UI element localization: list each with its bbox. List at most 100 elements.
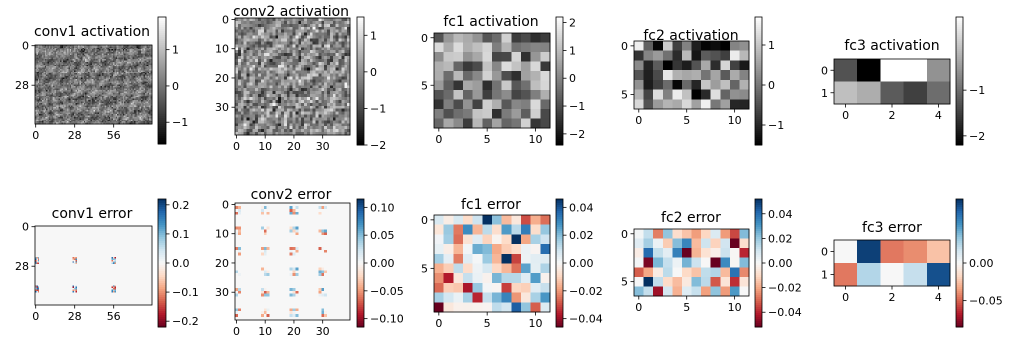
- heatmap-cell: [139, 45, 142, 47]
- heatmap-cell: [99, 45, 101, 47]
- heatmap-cell: [65, 63, 68, 66]
- heatmap-cell: [80, 50, 83, 53]
- heatmap-cell: [82, 87, 85, 90]
- heatmap-cell: [69, 74, 72, 77]
- heatmap-cell: [129, 46, 132, 49]
- heatmap-cell: [143, 49, 146, 52]
- heatmap-cell: [50, 90, 53, 92]
- heatmap-cell: [79, 56, 82, 59]
- heatmap-cell: [47, 54, 50, 57]
- heatmap-cell: [50, 52, 53, 54]
- heatmap-cell: [37, 60, 40, 63]
- heatmap-cell: [78, 60, 80, 63]
- heatmap-cell: [140, 50, 143, 53]
- heatmap-cell: [139, 85, 142, 88]
- heatmap-cell: [46, 64, 48, 67]
- heatmap-cell: [57, 81, 60, 84]
- heatmap-cell: [92, 49, 94, 52]
- heatmap-cell: [142, 68, 145, 71]
- heatmap-cell: [89, 53, 92, 56]
- heatmap-cell: [138, 90, 140, 92]
- heatmap-cell: [71, 53, 73, 56]
- heatmap-cell: [41, 70, 44, 73]
- heatmap-cell: [79, 71, 82, 74]
- heatmap-cell: [80, 77, 83, 80]
- heatmap-cell: [68, 80, 71, 83]
- heatmap-cell: [48, 77, 51, 80]
- heatmap-cell: [55, 47, 58, 50]
- heatmap-cell: [64, 73, 67, 76]
- heatmap-cell: [306, 23, 311, 28]
- heatmap-cell: [51, 61, 54, 64]
- heatmap-cell: [114, 97, 117, 100]
- heatmap-cell: [138, 67, 140, 70]
- heatmap-cell: [113, 83, 115, 85]
- heatmap-cell: [92, 91, 94, 94]
- heatmap-cell: [96, 92, 99, 95]
- heatmap-cell: [149, 94, 151, 97]
- heatmap-cell: [150, 59, 153, 61]
- heatmap-cell: [122, 94, 125, 97]
- heatmap-cell: [53, 92, 55, 95]
- heatmap-cell: [48, 67, 51, 70]
- heatmap-cell: [101, 54, 104, 57]
- heatmap-cell: [89, 95, 92, 98]
- heatmap-cell: [129, 70, 132, 73]
- heatmap-cell: [125, 53, 128, 56]
- heatmap-cell: [106, 84, 108, 87]
- heatmap-cell: [140, 49, 143, 52]
- heatmap-cell: [65, 92, 68, 95]
- heatmap-cell: [147, 49, 150, 52]
- heatmap-cell: [87, 92, 90, 95]
- heatmap-cell: [115, 95, 118, 98]
- heatmap-cell: [99, 49, 101, 52]
- heatmap-cell: [138, 73, 140, 76]
- heatmap-cell: [136, 71, 139, 74]
- heatmap-cell: [61, 87, 64, 90]
- heatmap-cell: [99, 88, 101, 91]
- heatmap-cell: [142, 85, 145, 88]
- heatmap-cell: [37, 84, 40, 87]
- heatmap-cell: [121, 90, 124, 92]
- heatmap-cell: [143, 92, 146, 95]
- heatmap-cell: [55, 61, 58, 64]
- heatmap-cell: [129, 73, 132, 76]
- heatmap-cell: [125, 78, 128, 81]
- heatmap-cell: [131, 78, 133, 81]
- heatmap-cell: [67, 94, 69, 97]
- heatmap-cell: [111, 53, 114, 56]
- heatmap-cell: [69, 57, 72, 60]
- heatmap-cell: [46, 52, 48, 54]
- heatmap-cell: [75, 61, 78, 64]
- heatmap-cell: [150, 92, 153, 95]
- heatmap-cell: [96, 97, 99, 100]
- heatmap-cell: [36, 81, 39, 84]
- heatmap-cell: [47, 63, 50, 66]
- heatmap-cell: [295, 20, 299, 25]
- heatmap-cell: [133, 73, 136, 76]
- heatmap-cell: [286, 20, 291, 25]
- heatmap-cell: [149, 87, 151, 90]
- heatmap-cell: [126, 76, 129, 78]
- heatmap-cell: [65, 77, 68, 80]
- heatmap-cell: [43, 64, 46, 67]
- heatmap-cell: [327, 20, 331, 25]
- heatmap-cell: [64, 63, 67, 66]
- heatmap-cell: [101, 80, 104, 83]
- heatmap-cell: [97, 47, 100, 50]
- heatmap-cell: [71, 74, 73, 77]
- heatmap-cell: [304, 20, 308, 25]
- heatmap-cell: [140, 73, 143, 76]
- heatmap-cell: [46, 97, 48, 100]
- heatmap-cell: [106, 90, 108, 92]
- heatmap-cell: [43, 57, 46, 60]
- heatmap-cell: [108, 80, 111, 83]
- heatmap-cell: [149, 74, 151, 77]
- heatmap-cell: [103, 97, 106, 100]
- heatmap-cell: [40, 85, 43, 88]
- heatmap-cell: [286, 23, 291, 28]
- heatmap-cell: [111, 46, 114, 49]
- heatmap-cell: [107, 64, 110, 67]
- heatmap-cell: [65, 97, 68, 100]
- heatmap-cell: [142, 92, 145, 95]
